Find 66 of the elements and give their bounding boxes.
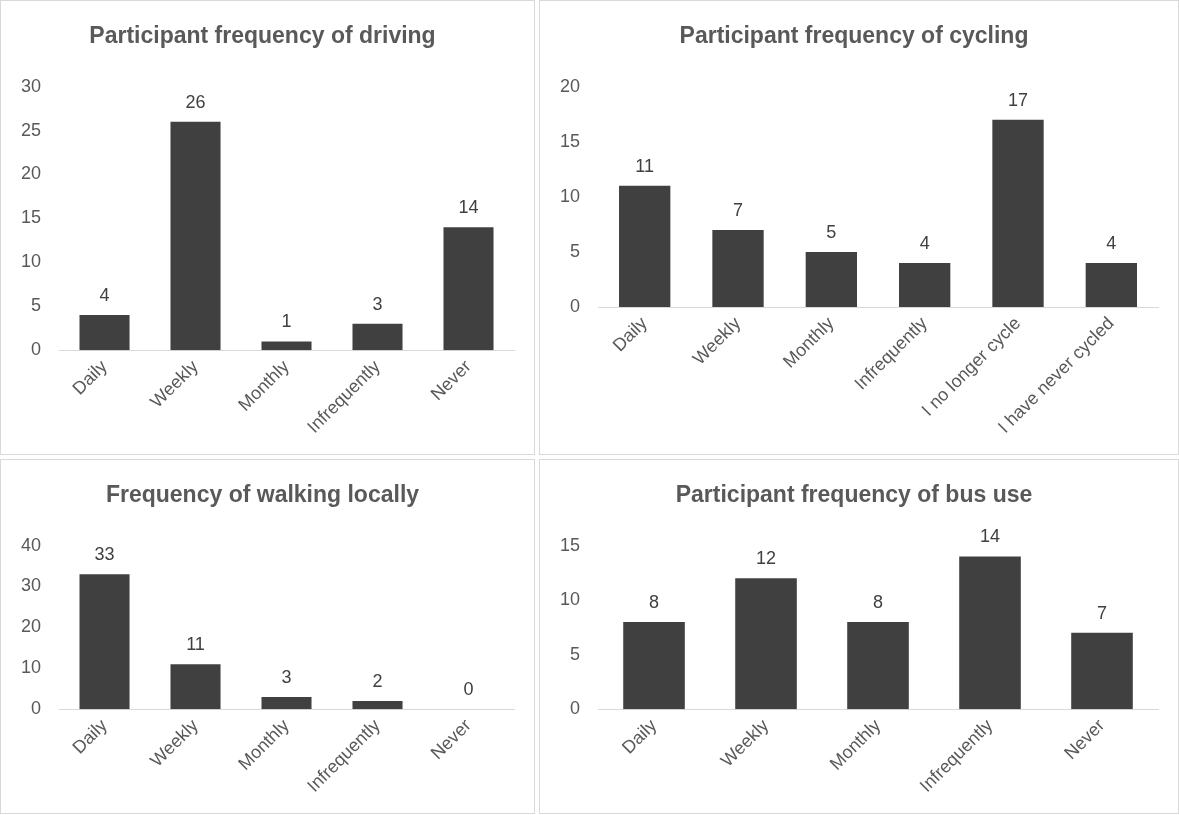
data-label: 33 [94, 544, 115, 565]
bar [170, 664, 221, 710]
data-label: 11 [186, 634, 205, 655]
data-label: 2 [372, 671, 383, 691]
bar [619, 185, 671, 308]
y-tick-label: 10 [559, 589, 581, 610]
y-tick-label: 30 [20, 575, 42, 596]
data-label: 4 [1106, 232, 1117, 253]
bar [959, 556, 1021, 710]
bar [261, 341, 312, 351]
data-label: 7 [733, 199, 744, 220]
data-label: 5 [826, 221, 837, 242]
bar [443, 227, 494, 351]
bar [79, 574, 130, 710]
bar [847, 621, 909, 710]
y-tick-label: 5 [31, 295, 42, 316]
y-tick-label: 10 [20, 657, 42, 678]
bar [899, 262, 951, 308]
y-tick-label: 5 [570, 643, 581, 664]
bar [261, 696, 312, 710]
data-label: 14 [458, 197, 479, 218]
y-tick-label: 0 [570, 296, 581, 317]
y-tick-label: 40 [20, 534, 42, 555]
bar [712, 229, 764, 308]
data-label: 8 [649, 591, 660, 612]
bar [79, 315, 130, 351]
bar [1071, 632, 1133, 710]
bar [805, 251, 858, 308]
y-tick-label: 15 [559, 534, 581, 555]
y-tick-label: 20 [20, 616, 42, 637]
y-tick-label: 0 [31, 698, 42, 719]
bar [352, 323, 403, 351]
y-tick-label: 25 [20, 119, 42, 140]
y-tick-label: 0 [31, 339, 42, 360]
data-label: 4 [919, 232, 930, 253]
y-tick-label: 20 [559, 75, 581, 96]
data-label: 11 [635, 155, 655, 176]
data-label: 4 [99, 285, 110, 306]
chart-title: Participant frequency of driving [89, 22, 436, 49]
bar [170, 121, 221, 351]
bar [623, 621, 685, 710]
data-label: 3 [372, 293, 383, 314]
y-tick-label: 20 [20, 163, 42, 184]
y-tick-label: 15 [20, 207, 42, 228]
bar [735, 578, 797, 710]
data-label: 17 [1007, 89, 1029, 110]
y-tick-label: 0 [570, 698, 581, 719]
data-label: 14 [979, 526, 1001, 547]
y-tick-label: 10 [559, 185, 581, 206]
y-tick-label: 15 [559, 130, 581, 151]
data-label: 26 [185, 91, 206, 112]
data-label: 3 [281, 666, 292, 687]
chart-title: Participant frequency of bus use [675, 481, 1033, 508]
data-label: 12 [756, 548, 777, 569]
y-tick-label: 10 [20, 251, 42, 272]
data-label: 1 [281, 311, 292, 332]
data-label: 8 [873, 591, 884, 612]
chart-title: Participant frequency of cycling [679, 22, 1029, 49]
bar [352, 701, 403, 710]
data-label: 7 [1096, 602, 1108, 623]
y-tick-label: 5 [570, 240, 581, 261]
bar [992, 119, 1044, 308]
chart-title: Frequency of walking locally [105, 481, 420, 508]
y-tick-label: 30 [20, 75, 42, 96]
data-label: 0 [463, 679, 474, 700]
bar [1085, 262, 1137, 308]
